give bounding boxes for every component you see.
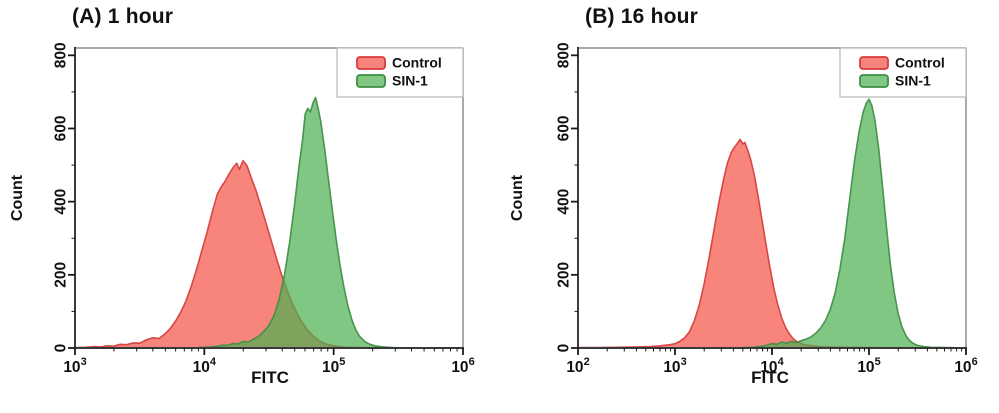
x-tick-label: 102 [566,356,589,376]
legend-frame [336,47,464,98]
x-tick-label: 106 [954,356,977,376]
x-tick-label: 104 [760,356,784,376]
legend-frame [839,47,967,98]
legend-swatch-control [356,56,386,70]
panel-b-title: (B) 16 hour [585,5,699,28]
legend-label-sin1: SIN-1 [895,73,931,89]
x-axis-label: FITC [251,368,289,387]
x-tick-label: 105 [322,356,345,376]
y-tick-label: 0 [53,344,70,353]
x-tick-label: 106 [451,356,474,376]
legend-label-control: Control [895,55,945,71]
legend-label-sin1: SIN-1 [392,73,428,89]
x-tick-label: 105 [857,356,880,376]
x-axis-ticks: 103 104 105 106 [63,348,475,376]
y-tick-label: 800 [53,42,70,68]
x-axis-ticks: 102 103 104 105 106 [566,348,978,376]
legend-label-control: Control [392,55,442,71]
plot-area-b: 102 103 104 105 106 0 200 400 600 800 Control SIN-1 [556,42,978,376]
series-areas [74,96,413,349]
legend-swatch-sin1 [859,74,889,88]
panel-a-title: (A) 1 hour [72,5,174,28]
sin1-histogram-curve [197,96,413,349]
y-tick-label: 200 [556,262,573,288]
legend-swatch-control [859,56,889,70]
series-areas [577,98,967,349]
y-tick-label: 400 [556,189,573,215]
y-tick-label: 800 [556,42,573,68]
y-tick-label: 0 [556,344,573,353]
sin1-histogram-curve [742,98,967,349]
plot-area-a: 103 104 105 106 0 200 400 600 800 Control SIN-1 [53,42,475,376]
legend-swatch-sin1 [356,74,386,88]
y-axis-ticks: 0 200 400 600 800 [53,42,75,353]
x-tick-label: 103 [663,356,686,376]
y-tick-label: 600 [556,116,573,142]
panel-b-16-hour: (B) 16 hour Count 102 103 104 105 106 0 200 400… [500,0,999,413]
y-tick-label: 600 [53,116,70,142]
legend: Control SIN-1 [336,47,464,98]
x-tick-label: 103 [63,356,86,376]
y-tick-label: 400 [53,189,70,215]
x-tick-label: 104 [193,356,217,376]
x-axis-label: FITC [751,368,789,387]
y-axis-ticks: 0 200 400 600 800 [556,42,578,353]
legend: Control SIN-1 [839,47,967,98]
panel-a-1-hour: (A) 1 hour Count 103 104 105 106 0 200 400 600 8… [9,5,475,387]
y-tick-label: 200 [53,262,70,288]
